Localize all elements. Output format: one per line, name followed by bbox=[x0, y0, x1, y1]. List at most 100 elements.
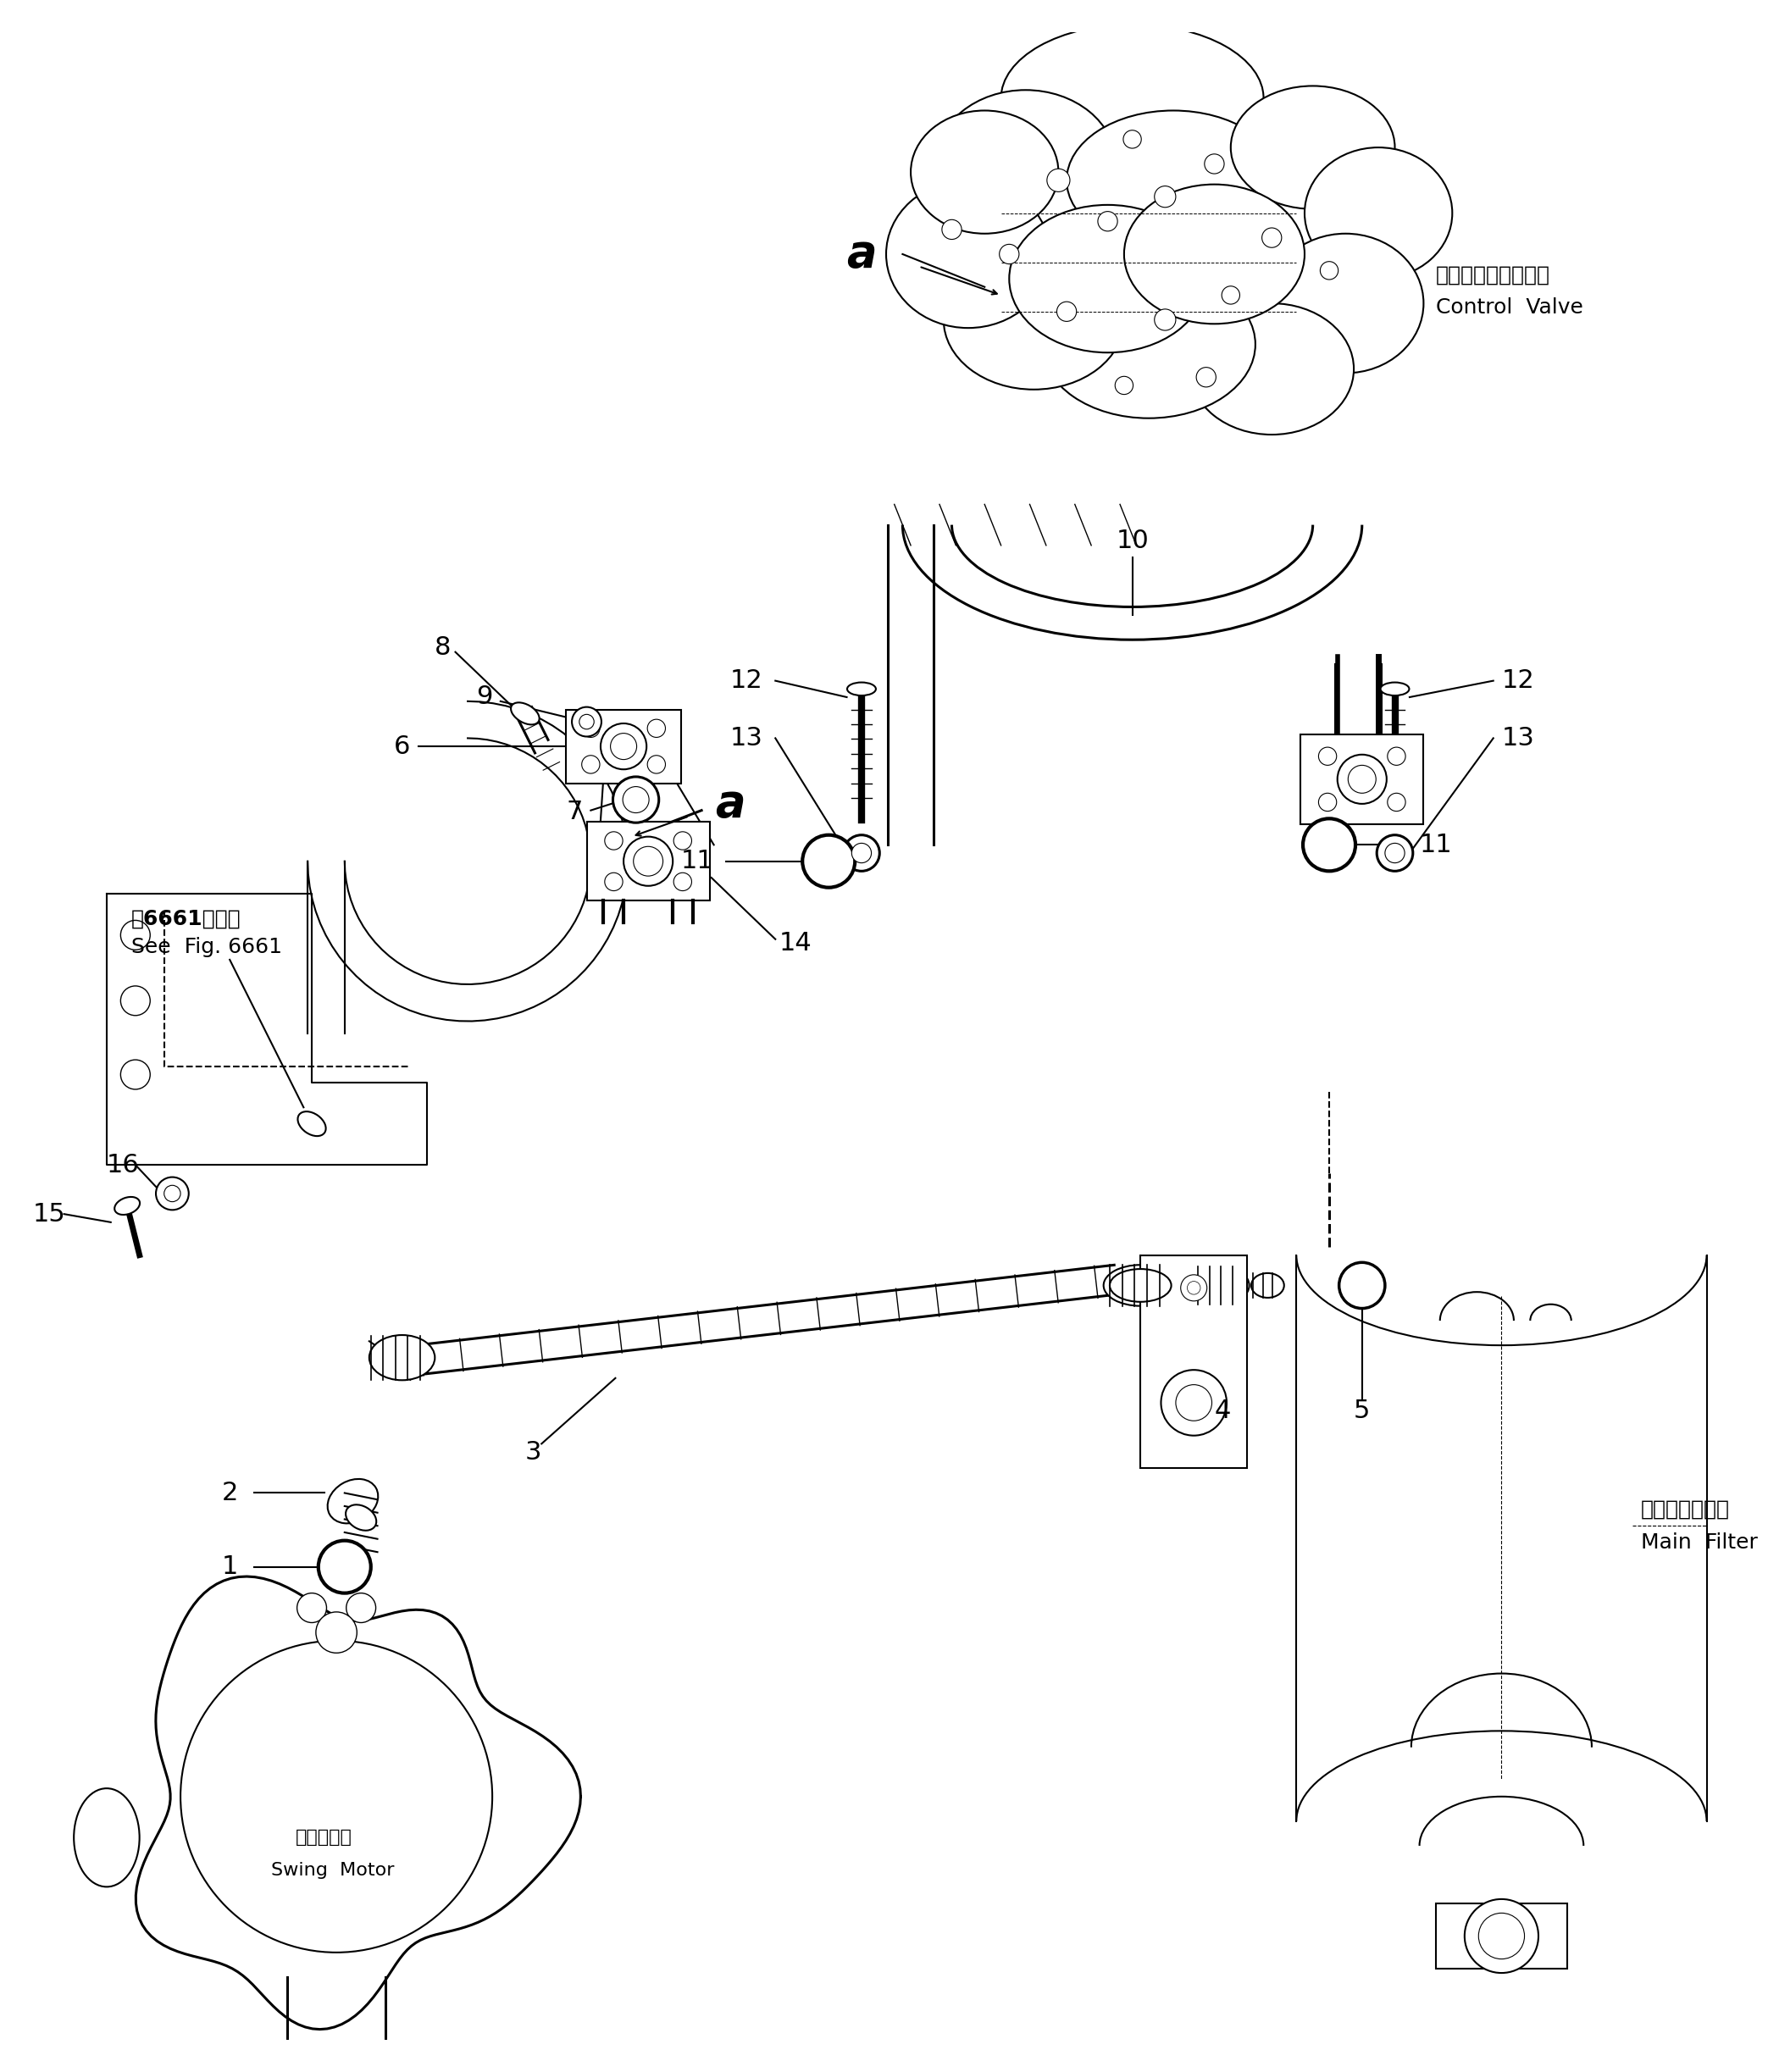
Ellipse shape bbox=[1010, 205, 1206, 352]
Ellipse shape bbox=[1252, 1272, 1284, 1297]
Text: 13: 13 bbox=[730, 725, 764, 750]
Circle shape bbox=[1319, 748, 1337, 765]
Ellipse shape bbox=[74, 1788, 140, 1888]
Circle shape bbox=[674, 831, 691, 850]
Circle shape bbox=[297, 1593, 327, 1622]
Text: Control  Valve: Control Valve bbox=[1436, 296, 1582, 317]
Circle shape bbox=[803, 835, 856, 887]
Text: 15: 15 bbox=[34, 1202, 65, 1227]
Circle shape bbox=[605, 872, 622, 891]
Circle shape bbox=[1347, 765, 1376, 794]
Circle shape bbox=[1176, 1384, 1211, 1421]
Circle shape bbox=[1377, 835, 1413, 870]
Circle shape bbox=[1155, 186, 1176, 207]
Ellipse shape bbox=[511, 702, 539, 725]
Ellipse shape bbox=[1110, 1268, 1170, 1301]
Circle shape bbox=[1057, 303, 1077, 321]
Ellipse shape bbox=[1305, 147, 1452, 280]
Circle shape bbox=[624, 837, 674, 887]
Text: 11: 11 bbox=[1420, 833, 1452, 858]
Circle shape bbox=[1319, 794, 1337, 812]
Text: 12: 12 bbox=[730, 669, 764, 692]
Circle shape bbox=[613, 777, 659, 823]
Text: Main  Filter: Main Filter bbox=[1641, 1531, 1757, 1552]
Ellipse shape bbox=[1066, 110, 1280, 251]
Text: 7: 7 bbox=[566, 800, 582, 825]
Bar bbox=[587, 823, 709, 901]
Circle shape bbox=[1464, 1900, 1538, 1973]
Ellipse shape bbox=[1231, 85, 1395, 209]
Text: a: a bbox=[847, 232, 877, 276]
Ellipse shape bbox=[327, 1479, 378, 1523]
Circle shape bbox=[1047, 168, 1070, 193]
Ellipse shape bbox=[1190, 303, 1354, 435]
Circle shape bbox=[610, 733, 636, 760]
Circle shape bbox=[571, 707, 601, 736]
Circle shape bbox=[942, 220, 962, 240]
Circle shape bbox=[582, 719, 599, 738]
Circle shape bbox=[580, 715, 594, 729]
Circle shape bbox=[120, 920, 150, 949]
Text: See  Fig. 6661: See Fig. 6661 bbox=[131, 937, 283, 957]
Circle shape bbox=[1197, 367, 1216, 387]
Circle shape bbox=[1388, 748, 1406, 765]
Ellipse shape bbox=[1124, 184, 1305, 323]
Circle shape bbox=[605, 831, 622, 850]
Ellipse shape bbox=[1268, 234, 1423, 373]
Circle shape bbox=[1222, 286, 1239, 305]
Bar bbox=[566, 709, 681, 783]
Circle shape bbox=[843, 835, 879, 870]
Text: 11: 11 bbox=[681, 850, 714, 874]
Circle shape bbox=[647, 719, 665, 738]
Ellipse shape bbox=[886, 180, 1050, 327]
Text: 旋回モータ: 旋回モータ bbox=[295, 1830, 352, 1846]
Ellipse shape bbox=[1381, 682, 1409, 696]
Text: 16: 16 bbox=[106, 1152, 140, 1177]
Circle shape bbox=[120, 1059, 150, 1090]
Circle shape bbox=[1123, 131, 1142, 149]
Text: a: a bbox=[714, 781, 746, 827]
Circle shape bbox=[1162, 1370, 1227, 1436]
Circle shape bbox=[852, 843, 872, 862]
Text: メインフィルタ: メインフィルタ bbox=[1641, 1500, 1729, 1519]
Circle shape bbox=[1204, 153, 1223, 174]
Text: 2: 2 bbox=[221, 1481, 239, 1504]
Text: Swing  Motor: Swing Motor bbox=[271, 1863, 394, 1879]
Text: 3: 3 bbox=[525, 1440, 541, 1465]
Circle shape bbox=[1181, 1274, 1208, 1301]
Text: 1: 1 bbox=[221, 1554, 239, 1579]
Circle shape bbox=[601, 723, 647, 769]
Circle shape bbox=[1338, 1262, 1384, 1307]
Circle shape bbox=[120, 986, 150, 1015]
Circle shape bbox=[622, 787, 649, 812]
Text: 9: 9 bbox=[476, 686, 492, 709]
Text: 14: 14 bbox=[780, 930, 812, 955]
Text: 12: 12 bbox=[1501, 669, 1535, 692]
Circle shape bbox=[1478, 1912, 1524, 1958]
Ellipse shape bbox=[347, 1504, 377, 1531]
Ellipse shape bbox=[1001, 25, 1264, 172]
Ellipse shape bbox=[297, 1111, 325, 1135]
Bar bbox=[1140, 1256, 1246, 1469]
Ellipse shape bbox=[115, 1198, 140, 1214]
Circle shape bbox=[1188, 1280, 1200, 1295]
Ellipse shape bbox=[847, 682, 875, 696]
Circle shape bbox=[674, 872, 691, 891]
Circle shape bbox=[582, 756, 599, 773]
Circle shape bbox=[164, 1185, 180, 1202]
Text: 13: 13 bbox=[1501, 725, 1535, 750]
Ellipse shape bbox=[944, 251, 1124, 390]
Ellipse shape bbox=[370, 1334, 435, 1380]
Text: 第6661図参照: 第6661図参照 bbox=[131, 908, 240, 928]
Circle shape bbox=[1384, 843, 1406, 862]
Circle shape bbox=[318, 1542, 371, 1593]
Circle shape bbox=[1262, 228, 1282, 247]
Circle shape bbox=[347, 1593, 377, 1622]
Ellipse shape bbox=[911, 110, 1059, 234]
Ellipse shape bbox=[1103, 1264, 1177, 1305]
Circle shape bbox=[1116, 377, 1133, 394]
Circle shape bbox=[180, 1641, 492, 1952]
Circle shape bbox=[1155, 309, 1176, 329]
Bar bbox=[1301, 733, 1423, 825]
Circle shape bbox=[633, 847, 663, 876]
